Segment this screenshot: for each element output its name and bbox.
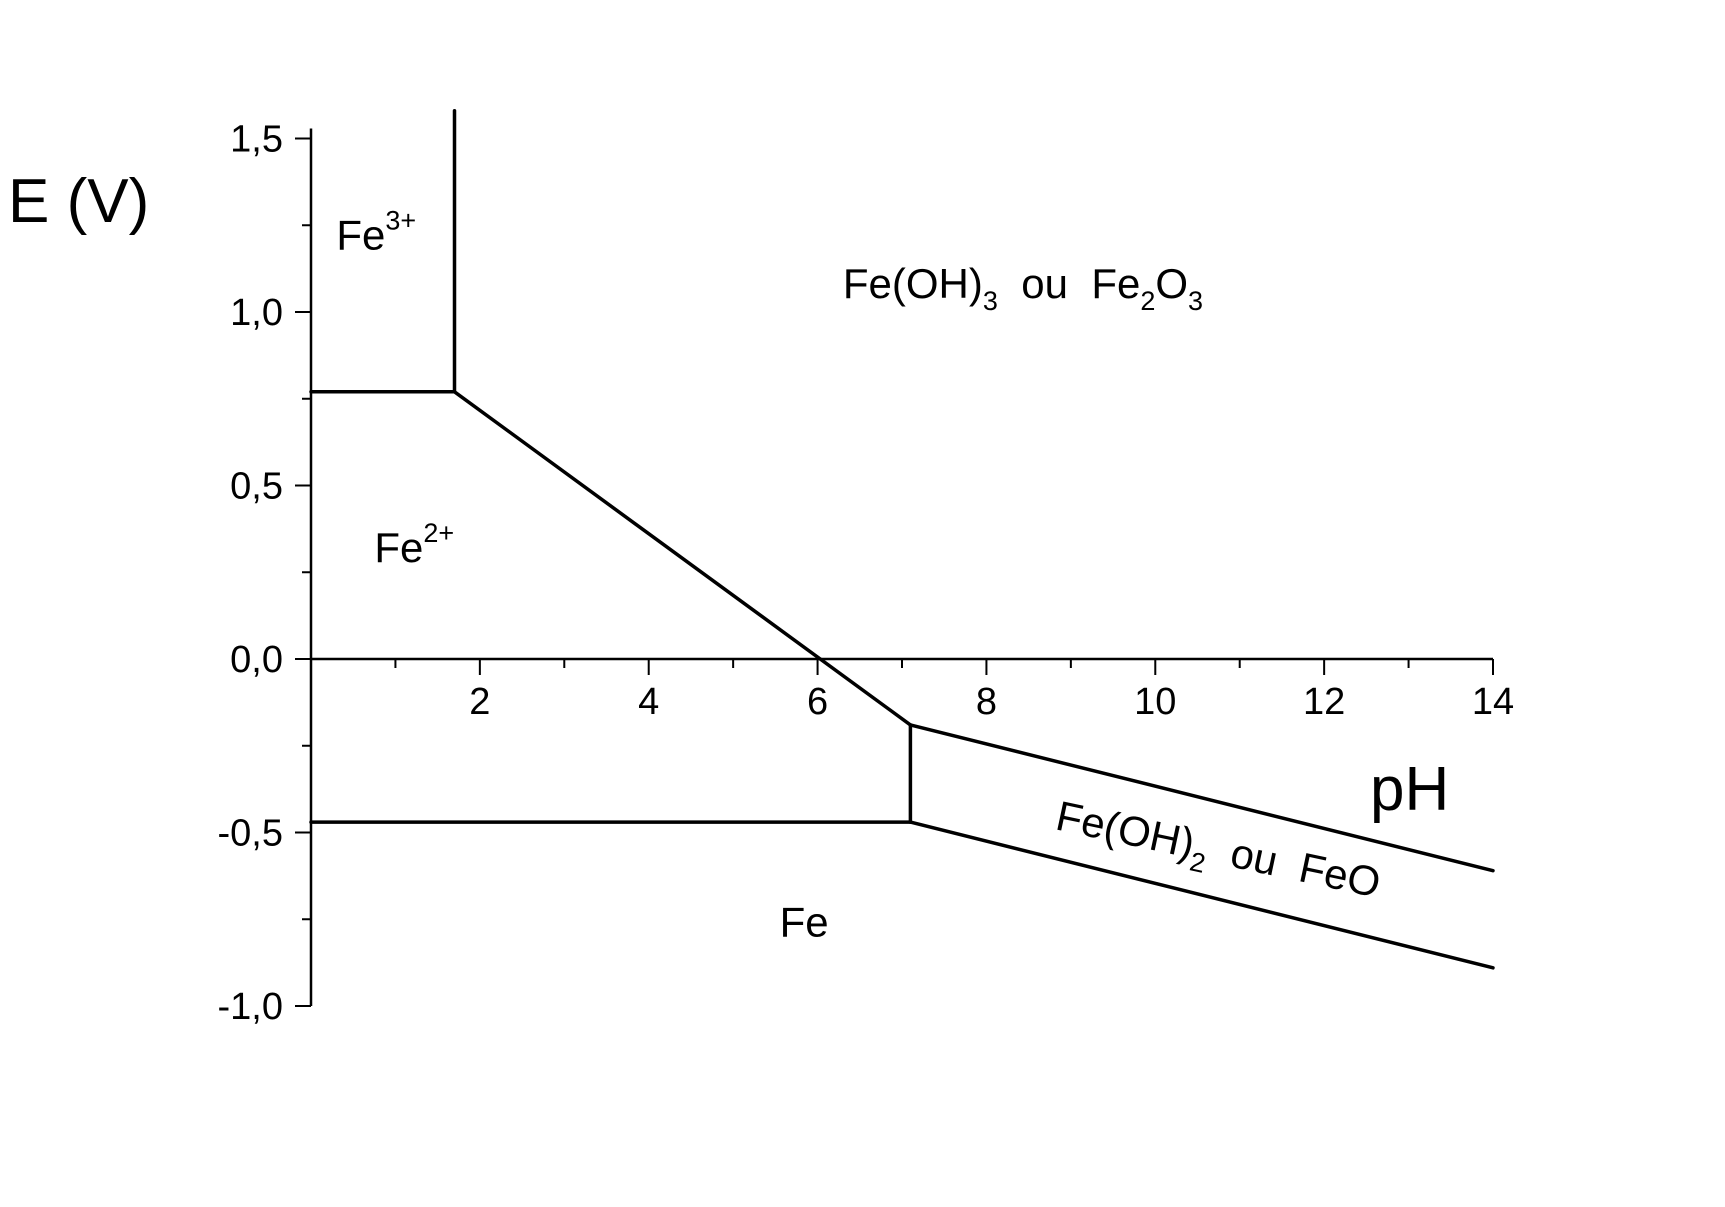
x-tick-label: 14 <box>1472 681 1514 723</box>
region-label: Fe2+ <box>374 518 454 571</box>
region-label: Fe <box>780 899 829 946</box>
boundary-line <box>452 390 913 727</box>
y-tick-label: -0,5 <box>218 813 283 855</box>
boundary-line <box>908 723 1495 873</box>
region-label-part: ou Fe <box>998 260 1140 307</box>
ticks: 1,5 1,0 0,5 0,0 -0,5 -1,0 2 4 6 8 10 12 14 <box>218 119 1515 1029</box>
y-tick-label: -1,0 <box>218 986 283 1028</box>
region-label-part: Fe(OH) <box>843 260 983 307</box>
x-tick-label: 10 <box>1134 681 1176 723</box>
y-axis-title: E (V) <box>8 167 149 236</box>
region-label-part: O <box>1155 260 1188 307</box>
y-tick-label: 0,5 <box>230 466 283 508</box>
region-label-part: 2 <box>1187 846 1208 878</box>
region-label-part: Fe <box>780 899 829 946</box>
region-label-part: 3 <box>1188 286 1203 316</box>
y-tick-label: 0,0 <box>230 639 283 681</box>
boundary-lines <box>309 108 1495 970</box>
y-tick-label: 1,0 <box>230 292 283 334</box>
region-label-part: Fe <box>336 212 385 259</box>
x-axis-title: pH <box>1370 755 1449 824</box>
x-tick-label: 6 <box>807 681 828 723</box>
x-tick-label: 4 <box>638 681 659 723</box>
boundary-line <box>908 820 1495 970</box>
y-tick-label: 1,5 <box>230 119 283 161</box>
x-tick-label: 12 <box>1303 681 1345 723</box>
region-label-part: 2 <box>1140 286 1155 316</box>
region-label-part: 3 <box>983 286 998 316</box>
region-label-part: 2+ <box>423 518 454 548</box>
x-tick-label: 2 <box>469 681 490 723</box>
x-tick-label: 8 <box>976 681 997 723</box>
region-label: Fe3+ <box>336 206 416 259</box>
region-label: Fe(OH)3 ou Fe2O3 <box>843 260 1203 316</box>
region-label-part: 3+ <box>385 206 416 236</box>
region-label-part: Fe(OH) <box>1052 792 1199 867</box>
region-label-part: Fe <box>374 524 423 571</box>
region-label: Fe(OH)2 ou FeO <box>1050 792 1385 915</box>
